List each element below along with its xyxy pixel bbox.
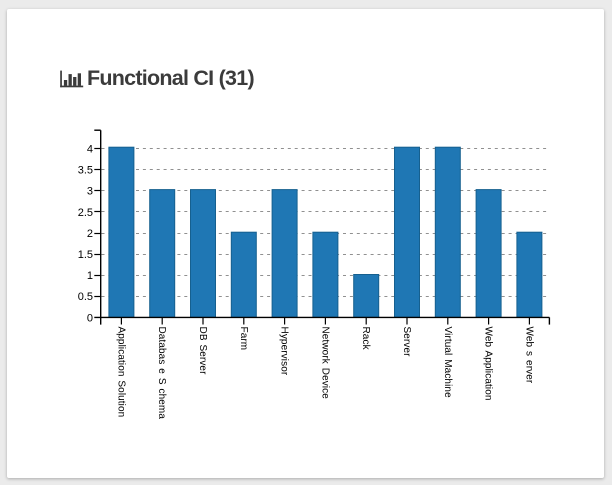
- svg-text:3: 3: [87, 186, 93, 198]
- svg-text:Web Application: Web Application: [483, 327, 494, 401]
- svg-text:Databas e S chema: Databas e S chema: [156, 327, 167, 420]
- svg-text:Functional CI (31): Functional CI (31): [87, 66, 254, 90]
- svg-text:Web s erver: Web s erver: [523, 327, 534, 384]
- svg-text:Rack: Rack: [360, 327, 371, 351]
- svg-text:Farm: Farm: [238, 327, 249, 351]
- svg-text:DB Server: DB Server: [197, 327, 208, 376]
- svg-text:0: 0: [87, 312, 93, 324]
- svg-text:2: 2: [87, 228, 93, 240]
- svg-text:1: 1: [87, 270, 93, 282]
- svg-text:Server: Server: [401, 327, 412, 358]
- svg-text:3.5: 3.5: [78, 165, 93, 177]
- svg-text:Hypervisor: Hypervisor: [279, 327, 290, 376]
- svg-text:Network Device: Network Device: [319, 327, 330, 400]
- svg-text:4: 4: [87, 144, 93, 156]
- svg-text:2.5: 2.5: [78, 207, 93, 219]
- svg-text:1.5: 1.5: [78, 249, 93, 261]
- svg-text:Application Solution: Application Solution: [115, 327, 126, 418]
- svg-text:Virtual Machine: Virtual Machine: [442, 327, 453, 399]
- svg-text:0.5: 0.5: [78, 291, 93, 303]
